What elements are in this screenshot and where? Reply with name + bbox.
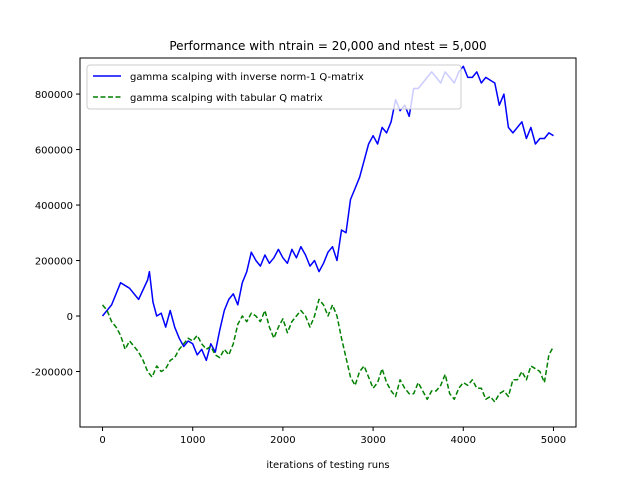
plot-frame xyxy=(79,57,577,428)
x-tick-label: 5000 xyxy=(541,435,566,446)
legend-label-series-1: gamma scalping with inverse norm-1 Q-mat… xyxy=(130,72,364,83)
y-tick-label: -200000 xyxy=(31,368,73,379)
y-tick-label: 800000 xyxy=(35,90,73,101)
y-tick-label: 200000 xyxy=(35,257,73,268)
x-tick-label: 4000 xyxy=(451,435,476,446)
ticks-layer: 0 1000 2000 3000 4000 5000 -200000 0 200000 40000… xyxy=(31,90,566,446)
y-tick-label: 600000 xyxy=(35,146,73,157)
series-line-1 xyxy=(101,65,554,362)
y-tick-label: 0 xyxy=(67,312,73,323)
y-tick-label: 400000 xyxy=(35,201,73,212)
legend-box xyxy=(86,64,462,110)
chart-title: Performance with ntrain = 20,000 and nte… xyxy=(169,39,486,53)
x-tick-label: 0 xyxy=(99,435,105,446)
legend: gamma scalping with inverse norm-1 Q-mat… xyxy=(86,64,462,110)
x-tick-label: 1000 xyxy=(180,435,205,446)
x-tick-label: 3000 xyxy=(360,435,385,446)
series-line-2 xyxy=(101,298,555,403)
legend-label-series-2: gamma scalping with tabular Q matrix xyxy=(130,93,323,104)
x-tick-label: 2000 xyxy=(270,435,295,446)
series-layer xyxy=(101,65,555,403)
x-axis-label: iterations of testing runs xyxy=(266,460,389,471)
